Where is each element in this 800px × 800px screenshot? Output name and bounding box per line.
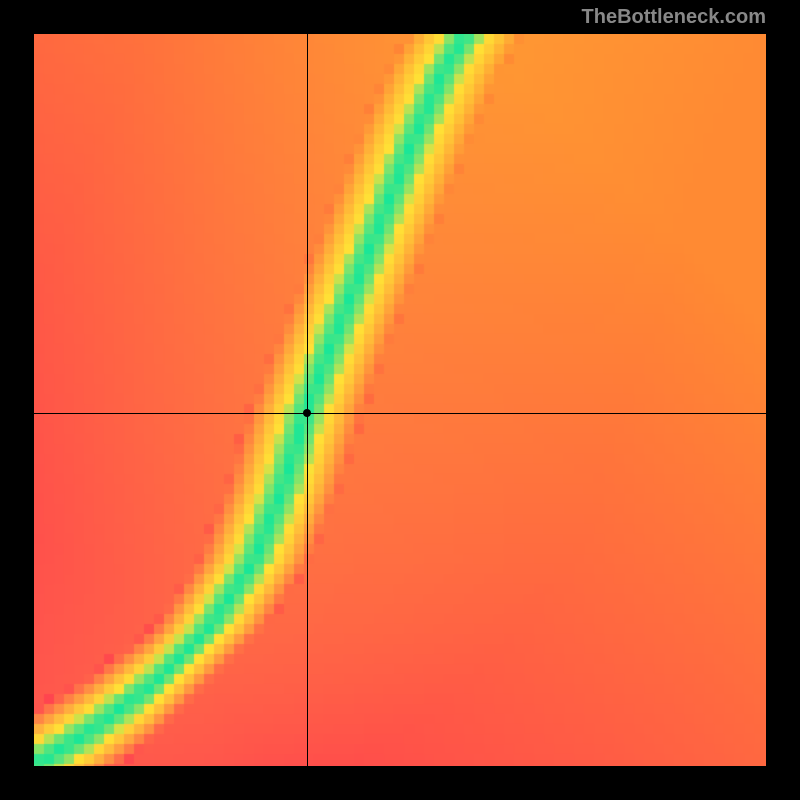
heatmap-canvas bbox=[34, 34, 766, 766]
crosshair-vertical bbox=[307, 34, 308, 766]
watermark-text: TheBottleneck.com bbox=[582, 6, 766, 29]
plot-area bbox=[34, 34, 766, 766]
crosshair-marker bbox=[303, 409, 311, 417]
crosshair-horizontal bbox=[34, 413, 766, 414]
